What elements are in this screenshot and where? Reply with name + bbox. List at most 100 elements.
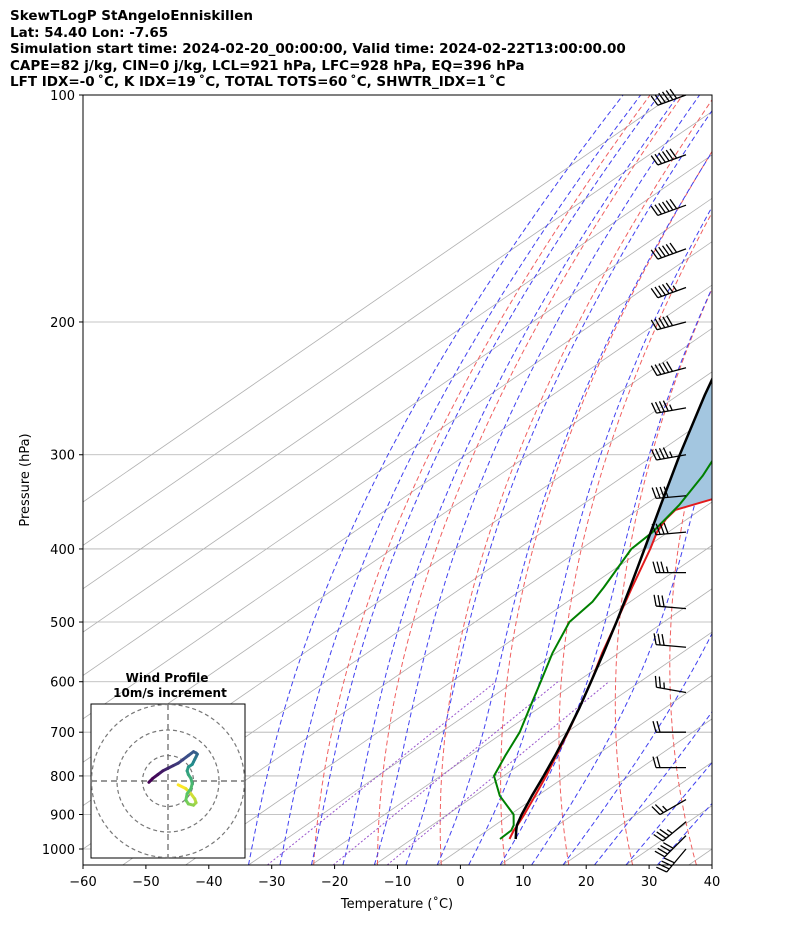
wind-barb-staff — [666, 848, 687, 873]
wind-barb-flag — [661, 283, 670, 295]
isotherm-line — [83, 414, 712, 850]
wind-barb-flag — [663, 522, 669, 534]
moist-adiabat — [594, 710, 712, 865]
wind-barb-flag — [654, 401, 661, 413]
moist-adiabat — [436, 151, 712, 865]
wind-barb-flag — [663, 857, 675, 864]
moist-adiabat — [342, 95, 680, 865]
x-tick-label: 20 — [578, 875, 595, 890]
moist-adiabat — [248, 95, 624, 865]
y-tick-label: 400 — [50, 543, 75, 558]
wind-barb-flag — [653, 633, 657, 645]
wind-barb-flag — [658, 203, 666, 214]
wind-barb-staff — [657, 204, 687, 217]
isotherm-line — [83, 154, 712, 590]
wind-barb-flag — [665, 200, 674, 211]
moist-adiabat — [310, 95, 660, 865]
wind-barb-flag — [653, 833, 664, 842]
moist-adiabat — [562, 632, 712, 865]
wind-barb-flag — [662, 362, 670, 373]
wind-barb-half-flag — [666, 829, 673, 834]
moist-adiabat — [279, 95, 642, 865]
wind-barb-flag — [662, 400, 669, 412]
wind-barb-staff — [656, 605, 687, 610]
moist-adiabat — [499, 287, 712, 865]
isotherm-line — [83, 284, 712, 720]
wind-barb-staff — [657, 154, 687, 166]
wind-barb-flag — [656, 721, 661, 733]
moist-adiabat — [405, 109, 712, 865]
wind-barb-flag — [658, 317, 666, 328]
isotherm-line — [437, 674, 712, 865]
wind-barb-flag — [658, 152, 666, 163]
x-tick-label: 10 — [515, 875, 532, 890]
hodograph-inset: Wind Profile 10m/s increment — [90, 671, 246, 859]
x-tick-label: −20 — [321, 875, 348, 890]
hodograph-segment — [147, 776, 155, 784]
wind-barb-half-flag — [672, 285, 678, 292]
moist-adiabat — [468, 205, 712, 865]
wind-barb-staff — [656, 531, 687, 536]
wind-barb-flag — [669, 88, 678, 99]
wind-barb-flag — [651, 523, 657, 535]
dry-adiabat — [774, 95, 794, 865]
y-tick-label: 700 — [50, 726, 75, 741]
wind-barb-flag — [665, 282, 674, 293]
wind-barb-flag — [663, 486, 669, 498]
x-tick-label: −40 — [195, 875, 222, 890]
wind-barb-flag — [660, 844, 671, 852]
wind-barb-flag — [661, 201, 670, 212]
wind-barb-flag — [661, 633, 665, 646]
cape-indices: CAPE=82 j/kg, CIN=0 j/kg, LCL=921 hPa, L… — [10, 57, 525, 74]
wind-barb-flag — [650, 249, 659, 260]
wind-barb-flag — [660, 561, 665, 573]
wind-barb-flag — [655, 487, 661, 499]
wind-barb-flag — [654, 248, 663, 259]
wind-barb-flag — [657, 595, 661, 607]
y-tick-label: 200 — [50, 316, 75, 331]
wind-barb-flag — [654, 204, 663, 215]
wind-barb-flag — [654, 286, 663, 297]
wind-barb-flag — [658, 401, 665, 412]
dewpoint-line — [493, 459, 712, 840]
dry-adiabat — [313, 95, 651, 865]
wind-barb-flag — [655, 523, 661, 535]
wind-barb-flag — [657, 847, 668, 855]
wind-barb-staff — [657, 286, 687, 299]
wind-barb-staff — [657, 94, 687, 106]
wind-barb-flag — [652, 721, 657, 733]
y-tick-label: 100 — [50, 89, 75, 104]
wind-barb-flag — [652, 756, 657, 768]
isotherm-line — [248, 544, 712, 865]
wind-barb-flag — [651, 806, 661, 816]
wind-barb-flag — [658, 363, 666, 374]
profile-lines — [493, 376, 712, 840]
wind-barb-staff — [656, 643, 687, 648]
wind-barb-half-flag — [665, 566, 669, 573]
wind-barb-staff — [664, 835, 687, 858]
wind-barb-flag — [666, 315, 674, 326]
wind-barb-flag — [658, 246, 666, 257]
wind-barb-flag — [650, 155, 659, 166]
station-location: Lat: 54.40 Lon: -7.65 — [10, 24, 169, 41]
wind-barb-flag — [661, 91, 670, 102]
dry-adiabat — [377, 95, 684, 865]
wind-barb-flag — [651, 449, 658, 461]
wind-barb-flag — [651, 487, 657, 499]
wind-barb-staff — [656, 321, 687, 331]
wind-barb-flag — [654, 804, 664, 814]
wind-barb-flag — [654, 318, 662, 330]
x-tick-label: 40 — [704, 875, 721, 890]
wind-barb-flag — [669, 242, 678, 253]
mixing-ratio-line — [386, 681, 610, 865]
wind-barb-flag — [663, 842, 674, 849]
wind-barb-flag — [659, 486, 665, 498]
isotherm-line — [83, 111, 712, 546]
wind-barb-flag — [656, 866, 667, 873]
wind-barb-flag — [654, 675, 658, 688]
wind-barb-flag — [665, 149, 674, 160]
wind-barb-flag — [654, 94, 663, 105]
wind-barb-flag — [651, 402, 658, 414]
x-tick-label: −50 — [132, 875, 159, 890]
